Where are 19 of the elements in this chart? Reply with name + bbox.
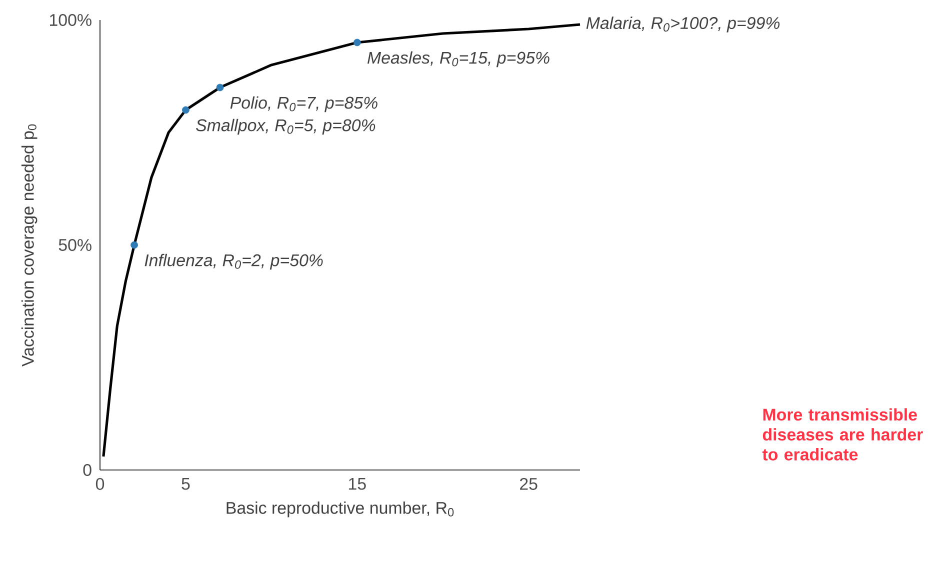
annotation: Polio, R$_{0}$=7, p=85% [230,96,378,112]
x-tick-label: 15 [349,478,366,490]
x-tick-label: 25 [520,478,538,490]
annotation: Measles, R$_{0}$=15, p=95% [367,51,550,68]
y-tick-label: 0 [83,464,92,476]
annotation: Influenza, R$_{0}$=2, p=50% [144,254,323,270]
y-tick-label: 100% [50,14,92,26]
x-tick-label: 0 [96,478,104,490]
annotation: Smallpox, R$_{0}$=5, p=80% [196,118,376,135]
y-tick-label: 50% [58,239,92,251]
text: More transmissible diseases are harder to eradicate [762,408,923,460]
x-tick-label: 5 [182,478,190,490]
annotation: Malaria, R$_{0}$>100?, p=99% [586,16,780,32]
point [353,38,361,46]
point [216,84,224,92]
x-axis-title: Basic reproductive number, R$_{0}$ [226,501,454,518]
y-axis-title: Vaccination coverage needed p$_{0}$ [21,124,38,366]
point [182,106,190,114]
point [130,241,138,249]
